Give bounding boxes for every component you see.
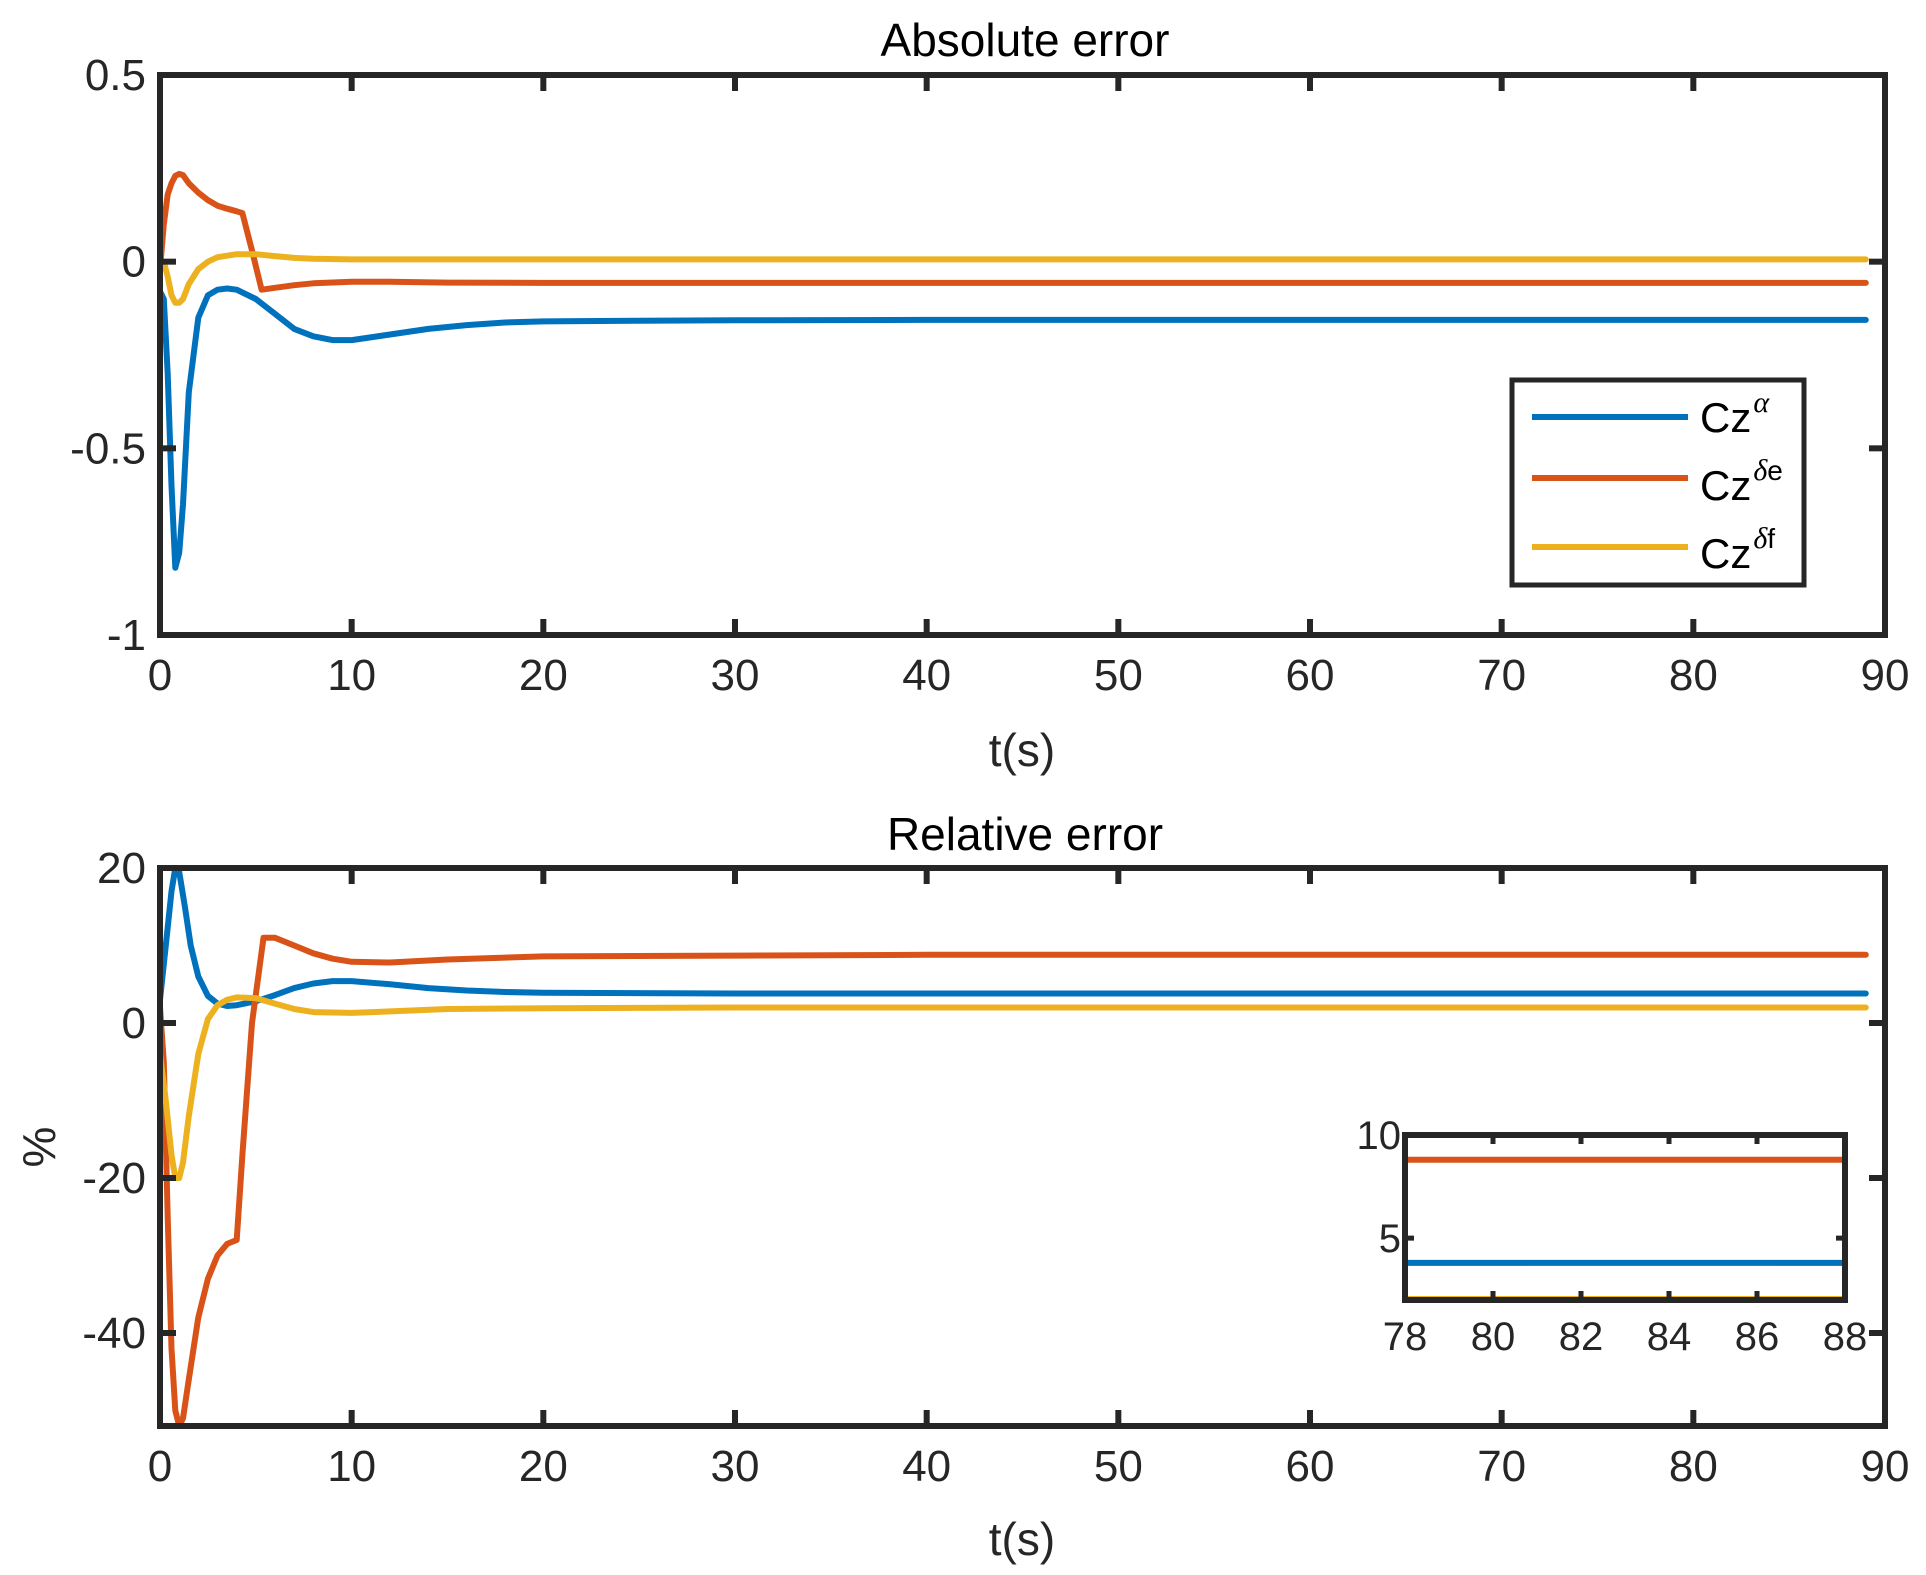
plot2-xtick-label-90: 90 [1861,1442,1910,1491]
legend-label-cz-delta-f: Czδf [1700,522,1775,577]
legend-label-cz-delta-e: Czδe [1700,454,1783,509]
legend-base-cz-delta-e: Cz [1700,462,1751,509]
inset-xtick-label-84: 84 [1647,1315,1692,1359]
plot2-axes-box [157,865,1888,1429]
plot2-ticks: 0 10 20 30 40 50 60 70 80 90 -40 -20 0 20 [82,844,1909,1491]
plot1-xtick-label-90: 90 [1861,651,1910,700]
plot1-legend: Czα Czδe Czδf [1509,377,1807,588]
plot2-xlabel: t(s) [989,1513,1055,1565]
legend-entry-cz-delta-e: Czδe [1532,454,1783,509]
plot2-xtick-label-70: 70 [1477,1442,1526,1491]
plot1-ticks: 0 10 20 30 40 50 60 70 80 90 -1 -0.5 0 0.5 [70,51,1909,700]
legend-sup-text-cz-delta-e: e [1767,455,1783,486]
plot2-series-cz-e [157,934,1869,1429]
plot2-xtick-label-80: 80 [1669,1442,1718,1491]
plot2-series-cz-f [157,994,1869,1181]
inset-axes-box [1402,1132,1848,1303]
inset-xtick-label-86: 86 [1735,1315,1780,1359]
plot2-ytick-label-20: -20 [82,1154,146,1203]
plot2-ytick-label-20: 20 [97,844,146,893]
plot2-xtick-label-60: 60 [1286,1442,1335,1491]
plot2-xtick-label-0: 0 [148,1442,172,1491]
legend-box [1509,377,1807,588]
plot1-series-cz-f [157,251,1869,306]
absolute-error-plot: Absolute error 0 10 20 30 40 50 60 70 80 90 -1 -0.5… [70,14,1909,776]
plot2-data-area [157,865,1869,1429]
legend-label-cz-alpha: Czα [1700,386,1770,441]
inset-xtick-label-80: 80 [1471,1315,1516,1359]
plot1-xtick-label-30: 30 [711,651,760,700]
plot1-ytick-label-0: 0 [122,238,146,287]
plot1-series-cz [157,285,1869,571]
legend-entry-cz-alpha: Czα [1532,386,1770,441]
plot2-title: Relative error [887,808,1163,860]
legend-sup-symbol-cz-delta-e: δ [1753,454,1768,487]
plot1-series-cz-e [157,170,1869,293]
plot2-series-cz [157,865,1869,1009]
inset-ticks: 78 80 82 84 86 88 5 10 [1357,1114,1868,1359]
inset-plot: 78 80 82 84 86 88 5 10 [1357,1114,1868,1359]
plot1-ytick-label-0-5: -0.5 [70,424,146,473]
plot2-ylabel: % [13,1127,65,1168]
plot1-xtick-label-20: 20 [519,651,568,700]
inset-xtick-label-82: 82 [1559,1315,1604,1359]
plot2-xtick-label-50: 50 [1094,1442,1143,1491]
legend-sup-text-cz-delta-f: f [1767,523,1775,554]
plot2-xtick-label-10: 10 [327,1442,376,1491]
inset-ytick-label-10: 10 [1357,1114,1402,1158]
inset-xtick-label-88: 88 [1823,1315,1868,1359]
plot1-xtick-label-50: 50 [1094,651,1143,700]
legend-sup-cz-alpha: α [1753,386,1770,419]
plot2-ytick-label-40: -40 [82,1309,146,1358]
plot1-xtick-label-80: 80 [1669,651,1718,700]
plot1-xtick-label-40: 40 [902,651,951,700]
plot1-ytick-label-1: -1 [107,611,146,660]
plot2-xtick-label-40: 40 [902,1442,951,1491]
plot1-xtick-label-70: 70 [1477,651,1526,700]
legend-base-cz-alpha: Cz [1700,394,1751,441]
plot1-title: Absolute error [881,14,1170,66]
plot1-axes-box [157,72,1888,638]
legend-sup-symbol-cz-delta-f: δ [1753,522,1768,555]
plot1-xlabel: t(s) [989,724,1055,776]
inset-xtick-label-78: 78 [1383,1315,1428,1359]
inset-ytick-label-5: 5 [1379,1217,1401,1261]
plot1-ytick-label-0-5: 0.5 [85,51,146,100]
legend-entry-cz-delta-f: Czδf [1532,522,1775,577]
relative-error-plot: Relative error 0 10 20 30 40 50 60 70 80 90-40-20… [13,808,1909,1565]
plot1-xtick-label-60: 60 [1286,651,1335,700]
plot1-xtick-label-10: 10 [327,651,376,700]
plot1-data-area [157,170,1869,571]
plot2-xtick-label-20: 20 [519,1442,568,1491]
plot1-xtick-label-0: 0 [148,651,172,700]
legend-base-cz-delta-f: Cz [1700,530,1751,577]
plot2-ytick-label-0: 0 [122,999,146,1048]
plot2-xtick-label-30: 30 [711,1442,760,1491]
